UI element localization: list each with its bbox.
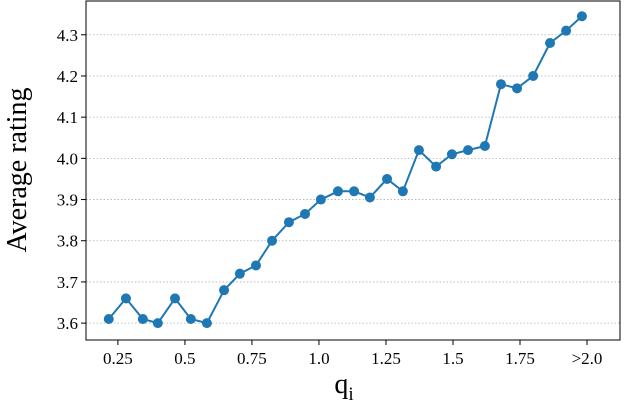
y-tick-label: 3.7 bbox=[57, 273, 79, 292]
marker bbox=[431, 161, 442, 172]
y-axis-label: Average rating bbox=[2, 87, 33, 252]
marker bbox=[315, 194, 326, 205]
x-axis-label-subscript: i bbox=[348, 384, 353, 405]
marker bbox=[250, 260, 261, 271]
y-tick-label: 3.6 bbox=[57, 314, 78, 333]
marker bbox=[283, 217, 294, 228]
x-tick-label: 0.75 bbox=[237, 349, 267, 368]
x-axis-label: qi bbox=[334, 369, 353, 405]
marker bbox=[170, 293, 180, 304]
marker bbox=[382, 173, 393, 184]
marker bbox=[576, 11, 587, 22]
marker bbox=[234, 268, 245, 279]
x-axis-label-main: q bbox=[334, 369, 348, 400]
marker bbox=[495, 79, 506, 90]
line bbox=[108, 15, 583, 325]
marker bbox=[528, 70, 539, 81]
marker bbox=[185, 313, 196, 324]
y-tick-label: 4.2 bbox=[57, 67, 78, 86]
y-tick-label: 3.8 bbox=[57, 232, 78, 251]
x-tick-label: 1.0 bbox=[308, 349, 329, 368]
marker bbox=[219, 285, 230, 296]
marker bbox=[332, 186, 343, 197]
x-tick-label: 1.25 bbox=[371, 349, 401, 368]
x-tick-label: >2.0 bbox=[572, 349, 603, 368]
marker bbox=[103, 313, 114, 324]
x-tick-label: 1.75 bbox=[505, 349, 535, 368]
marker bbox=[446, 149, 457, 160]
marker bbox=[137, 313, 148, 324]
marker bbox=[267, 235, 278, 246]
marker bbox=[152, 318, 163, 329]
marker bbox=[349, 186, 360, 197]
marker bbox=[413, 145, 424, 156]
marker bbox=[120, 293, 131, 304]
x-tick-label: 1.5 bbox=[442, 349, 463, 368]
marker bbox=[512, 83, 523, 94]
x-tick-label: 0.5 bbox=[174, 349, 195, 368]
marker bbox=[463, 145, 474, 156]
x-tick-label: 0.25 bbox=[103, 349, 133, 368]
y-tick-label: 4.3 bbox=[57, 26, 78, 45]
marker bbox=[479, 140, 490, 151]
y-tick-label: 4.1 bbox=[57, 108, 78, 127]
y-tick-label: 4.0 bbox=[57, 149, 78, 168]
y-tick-label: 3.9 bbox=[57, 191, 78, 210]
marker bbox=[545, 38, 556, 49]
marker bbox=[561, 25, 572, 36]
marker bbox=[201, 318, 212, 329]
marker bbox=[397, 186, 408, 197]
plot-frame bbox=[85, 0, 621, 341]
marker bbox=[364, 192, 375, 203]
marker bbox=[300, 208, 311, 219]
